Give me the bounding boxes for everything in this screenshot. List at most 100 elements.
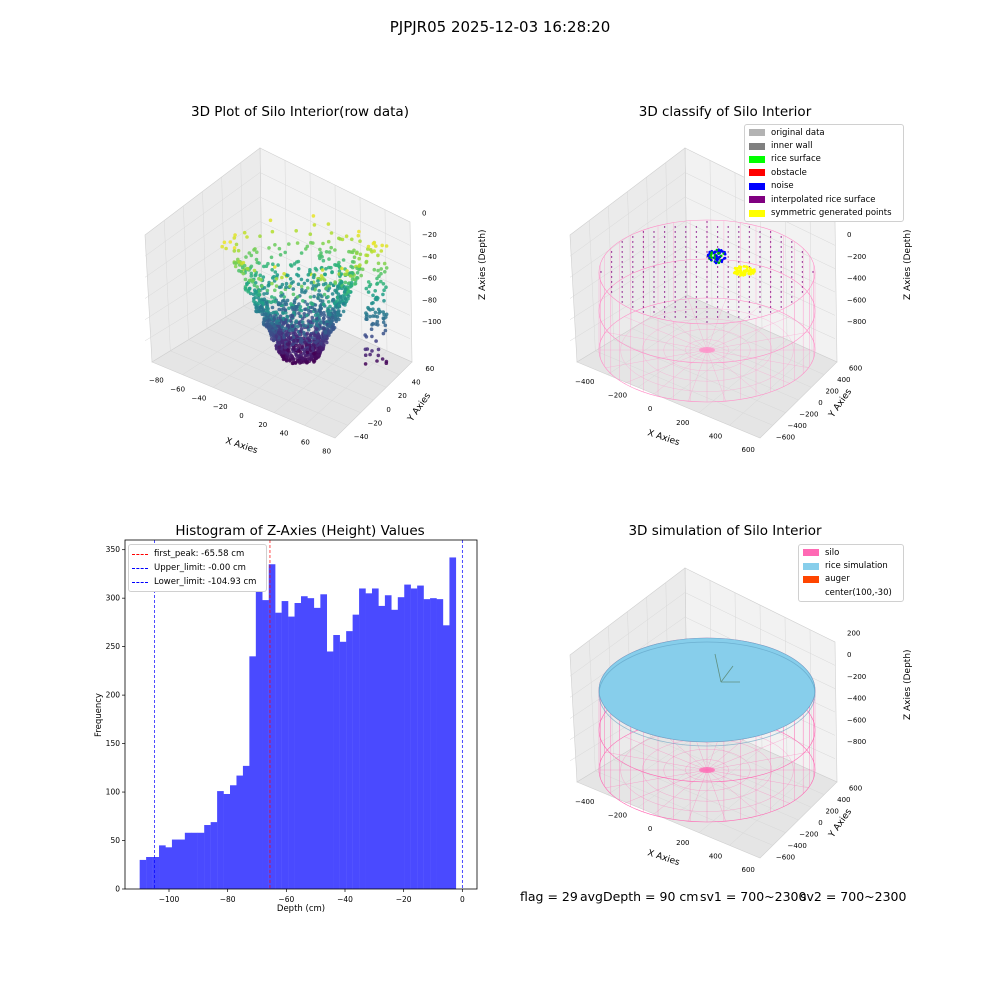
interpolated-point — [727, 261, 729, 263]
data-point — [383, 328, 388, 333]
interpolated-point — [632, 251, 634, 253]
interpolated-point — [759, 306, 761, 308]
interpolated-point — [759, 261, 761, 263]
data-point — [237, 268, 241, 273]
data-point — [375, 282, 379, 286]
legend-swatch — [749, 169, 765, 177]
data-point — [294, 327, 298, 332]
x-tick-label: 0 — [460, 895, 465, 904]
classify-3d-scatter: −400−2000200400600−600−400−2000200400600… — [569, 147, 913, 454]
data-point — [234, 242, 239, 247]
data-point — [310, 315, 315, 320]
classify-z-label: Z Axies (Depth) — [903, 229, 913, 300]
data-point — [284, 285, 288, 289]
histogram-bar — [184, 832, 192, 889]
silo-floor-spoke — [624, 316, 708, 351]
interpolated-point — [632, 261, 634, 263]
data-point — [220, 244, 224, 249]
data-point — [308, 324, 313, 328]
interpolated-point — [600, 271, 602, 273]
x-tick-label: −60 — [170, 385, 185, 393]
data-point — [292, 347, 296, 351]
data-point — [309, 280, 314, 285]
figure-title: PJPJR05 2025-12-03 16:28:20 — [389, 18, 611, 36]
interpolated-point — [748, 311, 751, 313]
interpolated-point — [727, 271, 729, 273]
data-point — [277, 341, 281, 345]
x-tick-label: −100 — [159, 895, 180, 904]
interpolated-point — [727, 246, 729, 248]
interpolated-point — [769, 261, 772, 263]
interpolated-point — [653, 261, 655, 263]
data-point — [315, 327, 319, 331]
data-point — [381, 331, 386, 336]
symmetric-point — [739, 272, 743, 276]
data-point — [271, 262, 275, 266]
data-point — [297, 332, 302, 337]
interpolated-point — [716, 246, 719, 248]
auger-line — [714, 653, 722, 683]
data-point — [358, 239, 362, 243]
data-point — [249, 274, 254, 278]
rice-surface-point — [717, 252, 720, 255]
symmetric-point — [742, 265, 746, 268]
data-point — [329, 245, 333, 250]
data-point — [300, 320, 305, 324]
data-point — [375, 315, 380, 319]
histogram-x-label: Depth (cm) — [277, 904, 325, 914]
data-point — [368, 314, 372, 319]
legend-swatch — [749, 182, 765, 190]
data-point — [373, 310, 378, 315]
data-point — [265, 300, 269, 305]
interpolated-point — [663, 306, 666, 308]
interpolated-point — [791, 301, 793, 303]
data-point — [270, 276, 275, 280]
interpolated-point — [610, 251, 613, 253]
interpolated-point — [780, 241, 782, 243]
legend-label: silo — [825, 547, 840, 558]
legend-label: obstacle — [771, 167, 807, 178]
interpolated-point — [716, 231, 719, 233]
legend-label: rice surface — [771, 154, 821, 165]
interpolated-point — [653, 306, 655, 308]
silo-floor-spoke — [652, 349, 708, 396]
interpolated-point — [801, 291, 804, 293]
data-point — [276, 324, 281, 329]
interpolated-point — [653, 236, 655, 238]
interpolated-point — [653, 276, 655, 278]
interpolated-point — [674, 271, 676, 273]
data-point — [363, 347, 368, 352]
data-point — [324, 267, 328, 271]
interpolated-point — [663, 236, 666, 238]
interpolated-point — [769, 251, 772, 253]
data-point — [290, 361, 295, 366]
z-tick-label: 0 — [847, 651, 851, 659]
interpolated-point — [738, 286, 740, 288]
silo-floor-spoke — [605, 349, 708, 368]
legend-item: interpolated rice surface — [749, 193, 899, 206]
interpolated-point — [685, 266, 687, 268]
interpolated-point — [621, 266, 623, 268]
data-point — [291, 342, 295, 347]
interpolated-point — [642, 286, 645, 288]
simulation-rice-surface — [598, 637, 816, 747]
data-point — [365, 317, 369, 321]
data-point — [350, 237, 354, 242]
y-tick-label: 200 — [825, 807, 838, 815]
data-point — [234, 261, 238, 266]
data-point — [305, 360, 309, 365]
data-point — [273, 288, 277, 293]
interpolated-point — [727, 251, 729, 253]
z-tick-label: −200 — [847, 673, 866, 681]
data-point — [363, 353, 368, 357]
data-point — [380, 243, 384, 248]
interpolated-point — [706, 286, 708, 288]
data-point — [337, 236, 341, 241]
data-point — [314, 316, 319, 321]
interpolated-point — [674, 256, 676, 258]
histogram-bars — [139, 557, 457, 890]
legend-item: noise — [749, 180, 899, 193]
interpolated-point — [801, 271, 804, 273]
interpolated-point — [706, 296, 708, 298]
simulation-z-label: Z Axies (Depth) — [903, 649, 913, 720]
